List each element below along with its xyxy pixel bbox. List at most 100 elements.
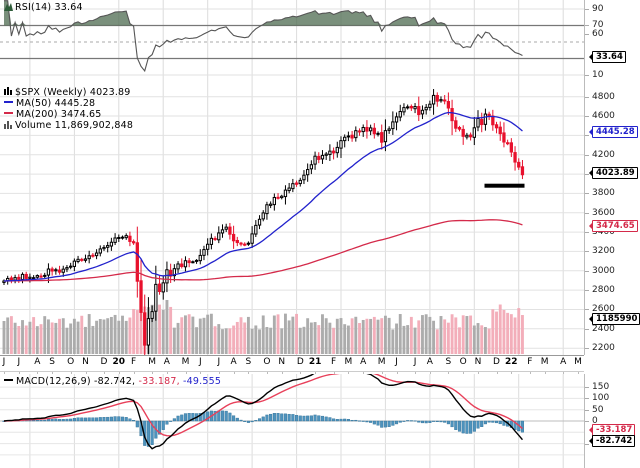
ma50-color-swatch (4, 101, 13, 103)
x-axis-tick (463, 371, 465, 374)
x-axis-tick-label: D (493, 357, 500, 367)
volume-legend: Volume 11,869,902,848 (4, 120, 133, 131)
x-axis-tick (104, 371, 105, 374)
macd-title: MACD(12,26,9) -82.742, (16, 376, 136, 387)
x-axis-tick-label: N (278, 357, 286, 367)
x-axis-tick-label: M (344, 357, 353, 367)
x-axis-tick-label: J (2, 357, 6, 367)
x-axis-tick-label: O (67, 357, 75, 367)
x-axis-tick (415, 371, 417, 374)
price-axis (584, 85, 640, 355)
x-axis-tick (563, 371, 565, 374)
macd-hist-value: -49.555 (183, 376, 222, 387)
x-axis-tick-label: O (263, 357, 271, 367)
x-axis-tick-label: F (527, 357, 533, 367)
x-axis-tick-label: M (148, 357, 156, 367)
x-axis-tick (429, 371, 431, 374)
x-axis-tick (70, 371, 72, 374)
x-axis-tick (166, 371, 168, 374)
x-axis-tick-label: F (331, 357, 337, 367)
volume-bars-icon (4, 120, 13, 129)
x-axis-tick (266, 371, 268, 374)
rsi-panel: RSI(14) 33.64 (0, 0, 640, 85)
x-axis-tick (18, 371, 20, 374)
x-axis-tick-label: N (82, 357, 89, 367)
x-axis-tick-label: A (34, 357, 41, 367)
x-axis-tick-label: J (198, 357, 202, 367)
ma50-legend: MA(50) 4445.28 (4, 98, 95, 109)
x-axis-baseline (0, 355, 584, 356)
x-axis-tick-label: A (560, 357, 567, 367)
x-axis-tick-label: M (540, 357, 549, 367)
x-axis-tick (363, 371, 365, 374)
x-axis-tick (248, 371, 250, 374)
x-axis-tick (4, 371, 5, 374)
x-axis-tick-label: S (49, 357, 55, 367)
x-axis-tick (218, 371, 220, 374)
rsi-title: RSI(14) 33.64 (15, 2, 83, 13)
price-plot-area (0, 85, 584, 355)
x-axis-tick-label: D (296, 357, 304, 367)
x-axis-tick (200, 371, 202, 374)
x-axis-tick-label: J (17, 357, 21, 367)
rsi-axis (584, 0, 640, 85)
x-axis-tick-label: O (459, 357, 467, 367)
macd-panel: MACD(12,26,9) -82.742, -33.187, -49.555 (0, 374, 640, 468)
x-axis-tick-label: A (360, 357, 367, 367)
x-axis-underline (0, 371, 584, 372)
x-axis-tick (133, 371, 135, 374)
rsi-plot-area (0, 0, 584, 85)
candlestick-icon (4, 87, 13, 96)
x-axis-tick-label: J (413, 357, 417, 367)
x-axis-tick (52, 371, 54, 374)
x-axis-tick-label: N (474, 357, 482, 367)
macd-color-swatch (4, 379, 13, 381)
x-axis-tick-label: J (395, 357, 398, 367)
x-axis-tick-label: D (100, 357, 108, 367)
x-axis-tick (544, 371, 546, 374)
macd-axis (584, 374, 640, 468)
x-axis-tick (496, 371, 498, 374)
x-axis-tick-label: S (245, 357, 252, 367)
macd-header: MACD(12,26,9) -82.742, -33.187, -49.555 (4, 376, 221, 387)
x-axis-tick-label: 20 (112, 357, 126, 367)
ma200-label: MA(200) 3474.65 (16, 109, 102, 120)
mountain-chart-icon (4, 2, 13, 11)
x-axis-tick-label: M (574, 357, 582, 367)
x-axis-tick (118, 371, 120, 374)
x-axis-tick-label: M (377, 357, 386, 367)
x-axis-tick (578, 371, 579, 374)
x-axis-tick-label: 21 (308, 357, 322, 367)
x-axis-tick (529, 371, 531, 374)
x-axis-tick (381, 371, 383, 374)
x-axis-tick-label: M (181, 357, 190, 367)
x-axis-tick (511, 371, 513, 374)
price-symbol-label: $SPX (Weekly) 4023.89 (15, 87, 131, 98)
macd-plot-area (0, 374, 584, 468)
x-axis-tick-label: 22 (505, 357, 518, 367)
rsi-header: RSI(14) 33.64 (4, 2, 83, 13)
x-axis-tick (396, 371, 398, 374)
x-axis-tick-label: A (163, 357, 170, 367)
x-axis-tick (478, 371, 479, 374)
x-axis-tick (348, 371, 350, 374)
price-symbol-header: $SPX (Weekly) 4023.89 (4, 87, 131, 98)
x-axis-tick-label: A (426, 357, 433, 367)
ma50-label: MA(50) 4445.28 (16, 98, 96, 109)
x-axis-tick (85, 371, 87, 374)
x-axis-tick (185, 371, 187, 374)
x-axis-tick (315, 371, 317, 374)
macd-signal-value: -33.187, (138, 376, 180, 387)
x-axis-tick (233, 371, 235, 374)
x-axis-tick (300, 371, 302, 374)
x-axis-tick (37, 371, 39, 374)
x-axis-tick-label: F (131, 357, 137, 367)
x-axis-labels: J J A S O N D 20 F M A M J J A S O N D 21 F M A M J J A S O N D 22 F M A M (0, 357, 584, 374)
x-axis-tick (333, 371, 335, 374)
x-axis-tick-label: A (230, 357, 237, 367)
x-axis-tick-label: J (217, 357, 221, 367)
volume-label: Volume 11,869,902,848 (15, 120, 134, 131)
ma200-color-swatch (4, 112, 13, 114)
ma200-legend: MA(200) 3474.65 (4, 109, 102, 120)
